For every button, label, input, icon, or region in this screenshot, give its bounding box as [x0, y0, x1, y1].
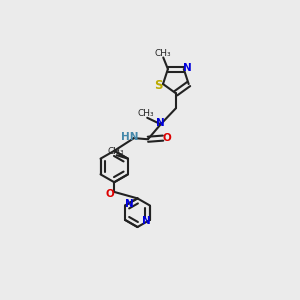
- Text: CH₃: CH₃: [155, 49, 172, 58]
- Text: HN: HN: [121, 132, 139, 142]
- Text: N: N: [183, 63, 192, 73]
- Text: N: N: [124, 199, 133, 209]
- Text: CH₃: CH₃: [138, 109, 154, 118]
- Text: O: O: [163, 133, 172, 143]
- Text: O: O: [105, 190, 114, 200]
- Text: CH₃: CH₃: [107, 147, 124, 156]
- Text: N: N: [156, 118, 165, 128]
- Text: S: S: [154, 79, 162, 92]
- Text: N: N: [142, 216, 150, 226]
